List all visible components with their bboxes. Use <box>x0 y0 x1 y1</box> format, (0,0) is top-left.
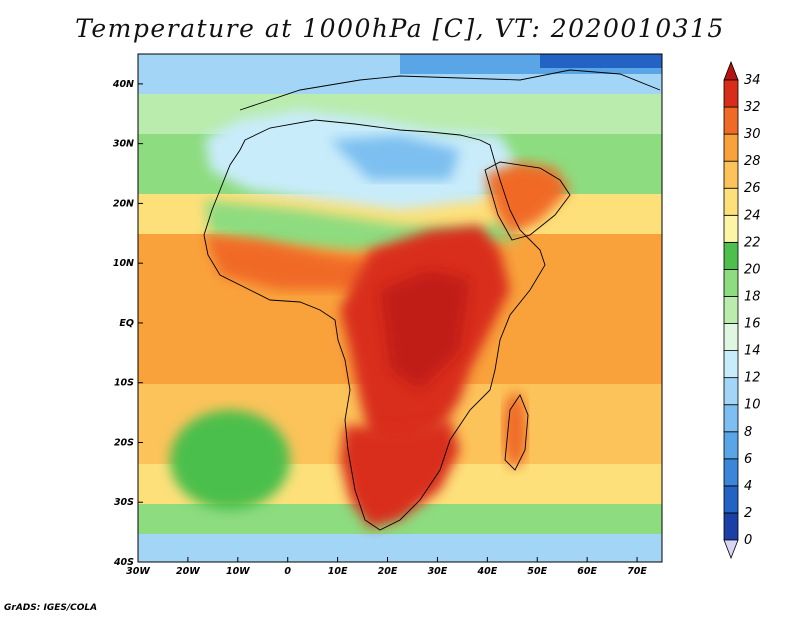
colorbar-segment <box>723 241 739 270</box>
colorbar-label: 4 <box>744 479 752 494</box>
lat-label: 30S <box>114 497 134 508</box>
colorbar-segment <box>723 160 739 189</box>
longitude-axis: 30W 20W 10W 0 10E 20E 30E 40E 50E 60E 70E <box>126 557 647 577</box>
colorbar-min-arrow <box>723 539 739 560</box>
colorbar-label: 30 <box>744 127 761 142</box>
lat-label: 40N <box>112 79 134 90</box>
lon-label: 40E <box>476 566 497 577</box>
temperature-field <box>138 54 662 562</box>
colorbar-label: 2 <box>744 506 752 521</box>
lon-label: 20W <box>176 566 200 577</box>
colorbar-label: 10 <box>744 398 761 413</box>
colorbar-label: 20 <box>744 262 761 277</box>
colorbar-label: 32 <box>744 100 761 115</box>
colorbar-label: 14 <box>744 344 761 359</box>
lon-label: 20E <box>378 566 398 577</box>
colorbar-max-arrow <box>723 60 739 81</box>
colorbar-label: 0 <box>744 533 752 548</box>
lat-label: 20N <box>113 198 134 209</box>
lon-label: 30E <box>428 566 448 577</box>
map-title: Temperature at 1000hPa [C], VT: 20200103… <box>75 14 725 43</box>
colorbar-segment <box>723 377 739 406</box>
lon-label: 30W <box>126 566 150 577</box>
lon-label: 70E <box>627 566 647 577</box>
lat-label: 20S <box>114 437 134 448</box>
colorbar-label: 26 <box>744 181 761 196</box>
colorbar-label: 12 <box>744 371 761 386</box>
lon-label: 50E <box>527 566 547 577</box>
colorbar-label: 16 <box>744 317 761 332</box>
colorbar-segment <box>723 350 739 379</box>
credit-text: GrADS: IGES/COLA <box>4 603 98 613</box>
lat-label: 10N <box>113 258 134 269</box>
temperature-map: 40N 30N 20N 10N EQ 10S 20S 30S 40S 30W 20W 10W 0 10E… <box>112 53 761 577</box>
colorbar-segment <box>723 187 739 216</box>
lon-label: 10E <box>328 566 348 577</box>
colorbar-segment <box>723 458 739 487</box>
colorbar-label: 18 <box>744 289 761 304</box>
lon-label: 60E <box>577 566 597 577</box>
colorbar-segment <box>723 485 739 514</box>
colorbar-segment <box>723 214 739 243</box>
colorbar-label: 34 <box>744 73 761 88</box>
colorbar-segment <box>723 133 739 162</box>
colorbar-label: 8 <box>744 425 752 440</box>
colorbar-label: 22 <box>744 235 761 250</box>
colorbar-segment <box>723 269 739 297</box>
colorbar-label: 6 <box>744 452 752 467</box>
coastlines <box>203 69 661 531</box>
colorbar-segment <box>723 106 739 135</box>
lon-label: 0 <box>284 566 291 577</box>
colorbar-label: 28 <box>744 154 761 169</box>
colorbar-segment <box>723 296 739 324</box>
colorbar-segment <box>723 404 739 433</box>
colorbar-label: 24 <box>744 208 761 223</box>
lat-label: EQ <box>119 318 134 329</box>
colorbar-segment <box>723 323 739 351</box>
colorbar-segment <box>723 512 739 541</box>
colorbar-segment <box>723 431 739 460</box>
lon-label: 10W <box>226 566 250 577</box>
lat-label: 10S <box>114 378 134 389</box>
latitude-axis: 40N 30N 20N 10N EQ 10S 20S 30S 40S <box>112 79 143 568</box>
lat-label: 30N <box>113 139 134 150</box>
lat-label: 40S <box>113 557 134 568</box>
colorbar-segment <box>723 79 739 108</box>
